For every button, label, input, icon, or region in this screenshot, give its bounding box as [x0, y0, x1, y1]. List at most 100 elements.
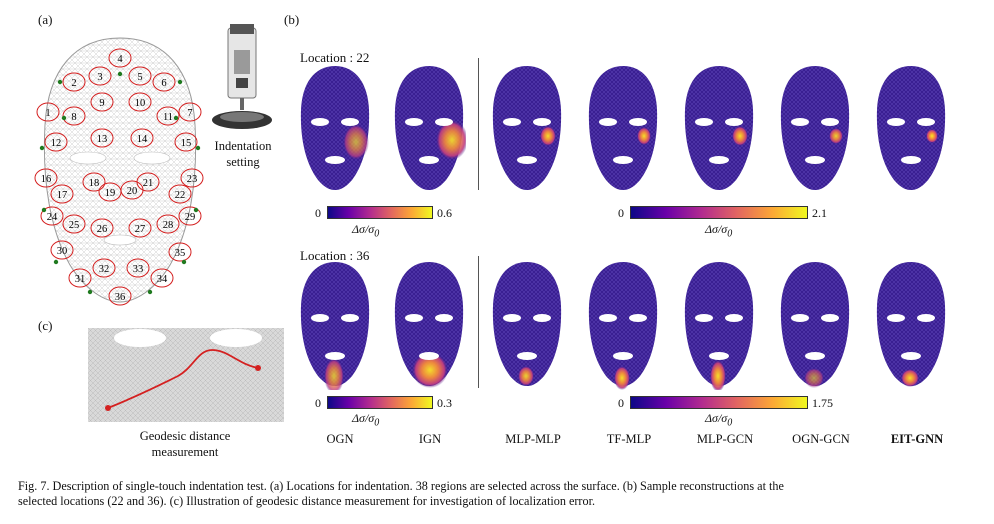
region-number-36: 36: [115, 292, 126, 303]
cb1-row1-min: 0: [315, 206, 321, 220]
region-circle-36: [108, 286, 132, 306]
region-circle-1: [36, 102, 60, 122]
region-number-19: 19: [105, 188, 116, 199]
cb1-row2-max: 0.3: [437, 396, 452, 410]
region-circle-30: [50, 240, 74, 260]
region-number-14: 14: [137, 134, 148, 145]
caption-line2: selected locations (22 and 36). (c) Illu…: [18, 494, 596, 508]
region-number-3: 3: [97, 72, 102, 83]
cb2-row2-label-text: Δσ/σ0: [705, 411, 733, 429]
region-circle-23: [180, 168, 204, 188]
electrode-dot: [181, 259, 187, 265]
electrode-dot: [177, 79, 183, 85]
region-circle-25: [62, 214, 86, 234]
cb1-row1-label: Δσ/σ0: [352, 222, 379, 239]
region-circle-6: [152, 72, 176, 92]
face-outline: [43, 37, 197, 303]
figure-caption: Fig. 7. Description of single-touch inde…: [18, 479, 978, 509]
region-number-21: 21: [143, 178, 154, 189]
cb1-row2-label: Δσ/σ0: [352, 411, 379, 428]
reconstruction-face-ign-row1: [394, 66, 466, 190]
region-number-4: 4: [117, 54, 123, 65]
cb2-row2-min: 0: [618, 396, 624, 410]
region-circle-10: [128, 92, 152, 112]
reconstruction-face-ogn-row1: [300, 66, 370, 190]
region-number-25: 25: [69, 220, 80, 231]
reconstruction-face-mlp-gcn-row1: [684, 66, 754, 190]
region-number-20: 20: [127, 186, 138, 197]
location-label-row1: Location : 22: [300, 50, 370, 65]
region-number-11: 11: [163, 112, 173, 123]
region-circle-4: [108, 48, 132, 68]
colorbar-row2-right: [630, 396, 808, 409]
method-label-mlp-mlp: MLP-MLP: [505, 432, 561, 446]
colorbar-row1-right: [630, 206, 808, 219]
panel-c-label: (c): [38, 318, 53, 333]
region-number-28: 28: [163, 220, 174, 231]
reconstruction-face-mlp-gcn-row2: [684, 262, 754, 390]
panel-b-label: (b): [284, 12, 300, 27]
electrode-dot: [61, 115, 67, 121]
region-number-24: 24: [47, 212, 58, 223]
method-label-ogn: OGN: [326, 432, 354, 446]
region-circle-14: [130, 128, 154, 148]
region-circle-18: [82, 172, 106, 192]
region-number-29: 29: [185, 212, 196, 223]
region-circle-29: [178, 206, 202, 226]
region-circle-11: [156, 106, 180, 126]
electrode-dots: [39, 71, 201, 295]
region-number-8: 8: [71, 112, 76, 123]
cb1-row2-min: 0: [315, 396, 321, 410]
region-circle-32: [92, 258, 116, 278]
region-circle-5: [128, 66, 152, 86]
reconstruction-face-ogn-row2: [300, 262, 370, 390]
right-eye: [133, 151, 171, 165]
region-circle-17: [50, 184, 74, 204]
cb2-row2-label: Δσ/σ0: [705, 411, 732, 428]
region-circle-35: [168, 242, 192, 262]
electrode-dot: [41, 207, 47, 213]
region-number-23: 23: [187, 174, 198, 185]
region-number-12: 12: [51, 138, 62, 149]
colorbar-row1-left: [327, 206, 433, 219]
region-circle-27: [128, 218, 152, 238]
region-number-13: 13: [97, 134, 108, 145]
region-number-22: 22: [175, 190, 186, 201]
electrode-dot: [53, 259, 59, 265]
indentation-setting-label: Indentation setting: [203, 138, 283, 170]
cb2-row1-max: 2.1: [812, 206, 827, 220]
reconstruction-face-ogn-gcn-row1: [780, 66, 850, 190]
reconstruction-face-tf-mlp-row2: [588, 262, 658, 390]
reconstruction-face-mlp-mlp-row1: [492, 66, 562, 190]
region-number-6: 6: [161, 78, 166, 89]
region-number-34: 34: [157, 274, 168, 285]
location-label-row2: Location : 36: [300, 248, 370, 263]
region-number-15: 15: [181, 138, 192, 149]
region-number-16: 16: [41, 174, 52, 185]
region-circle-22: [168, 184, 192, 204]
cb2-row1-label: Δσ/σ0: [705, 222, 732, 239]
electrode-dot: [193, 207, 199, 213]
setup-label-line2: setting: [226, 155, 260, 169]
region-circle-3: [88, 66, 112, 86]
separator-row2: [478, 256, 479, 388]
region-number-10: 10: [135, 98, 146, 109]
reconstruction-face-eit-gnn-row2: [876, 262, 946, 387]
electrode-dot: [173, 115, 179, 121]
region-number-35: 35: [175, 248, 186, 259]
cb2-row2-max: 1.75: [812, 396, 833, 410]
reconstruction-face-tf-mlp-row1: [588, 66, 658, 190]
region-number-32: 32: [99, 264, 110, 275]
caption-line1: Fig. 7. Description of single-touch inde…: [18, 479, 784, 493]
region-number-17: 17: [57, 190, 68, 201]
region-circle-21: [136, 172, 160, 192]
method-label-ign: IGN: [418, 432, 442, 446]
panel-a-label: (a): [38, 12, 53, 27]
reconstruction-face-ign-row2: [394, 262, 464, 388]
method-label-tf-mlp: TF-MLP: [606, 432, 652, 446]
geodesic-label: Geodesic distance measurement: [100, 428, 270, 460]
geodesic-path: [107, 349, 259, 409]
region-number-1: 1: [45, 108, 50, 119]
region-number-9: 9: [99, 98, 104, 109]
